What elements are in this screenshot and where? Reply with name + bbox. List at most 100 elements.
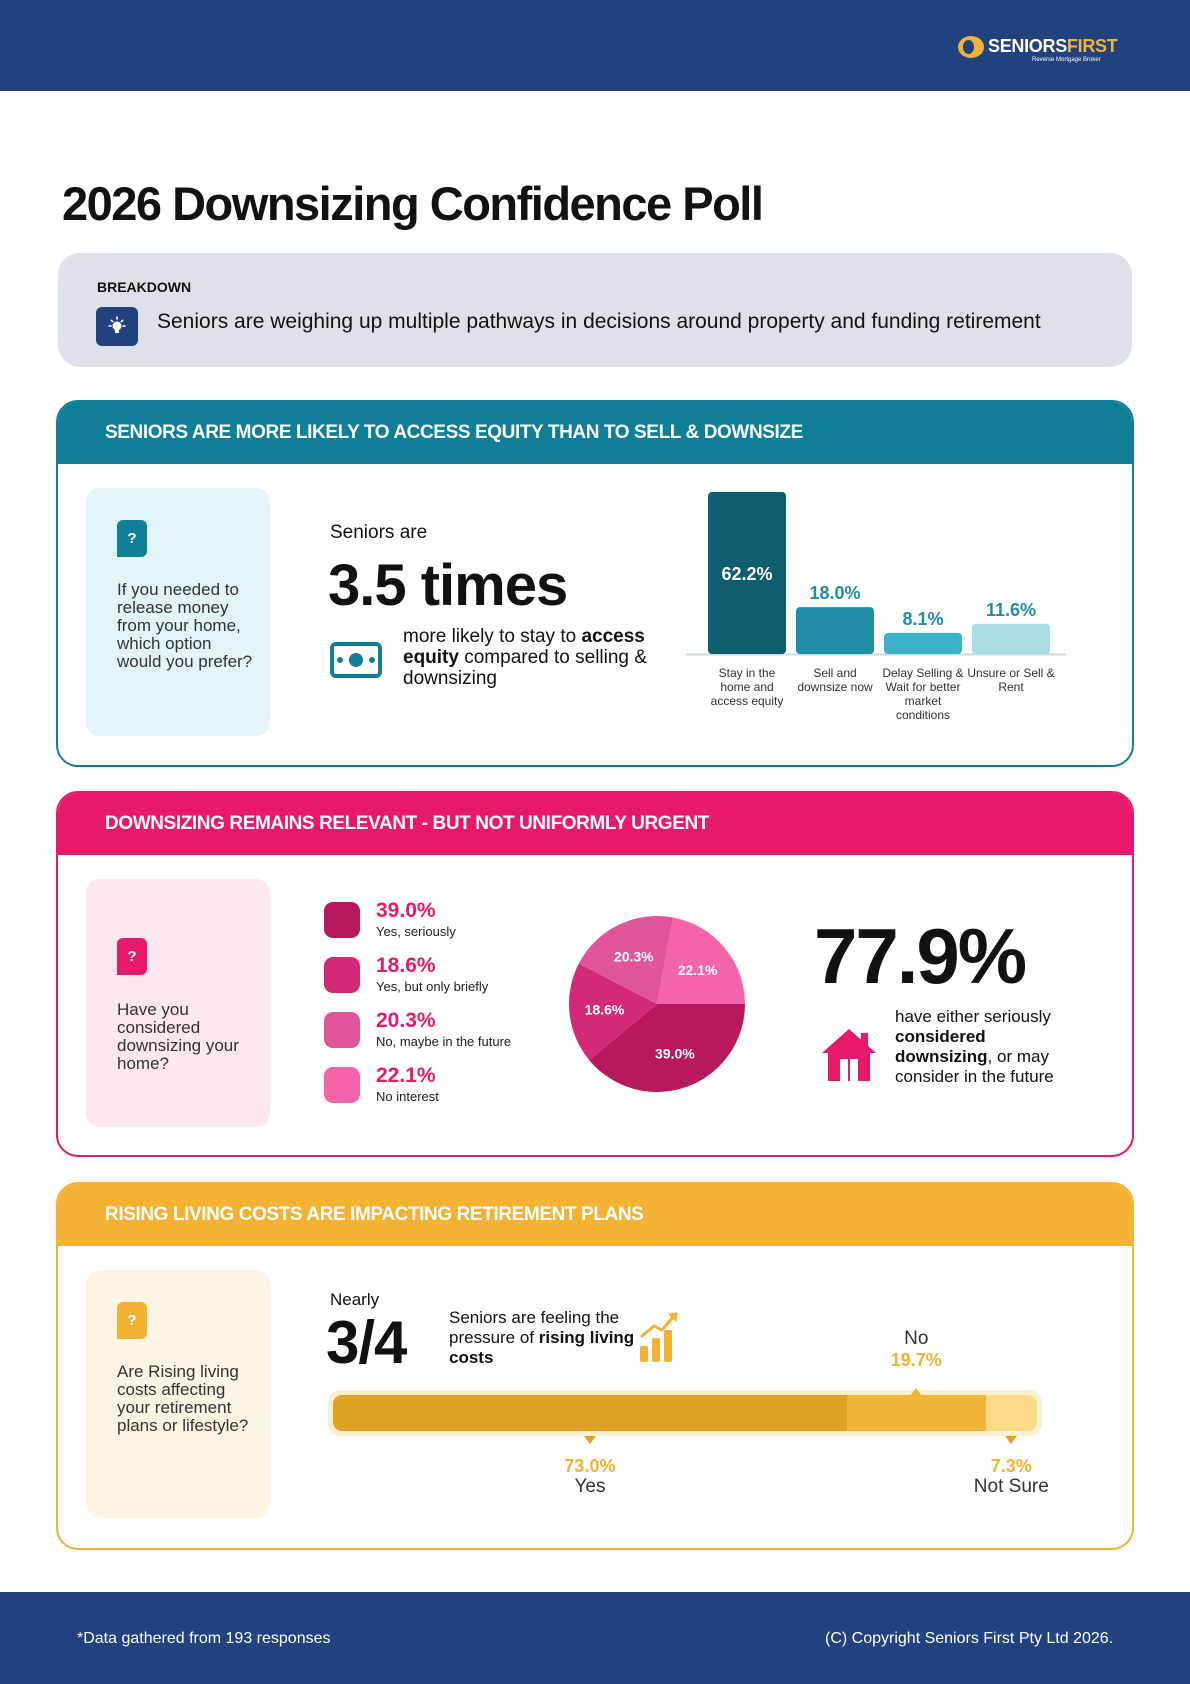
- pie-slice-label: 18.6%: [585, 1002, 625, 1018]
- legend-value: 22.1%: [376, 1064, 436, 1087]
- stat-lead: Seniors are: [330, 522, 428, 543]
- pie-slice-label: 20.3%: [614, 949, 654, 965]
- brand-name-part2: FIRST: [1066, 36, 1118, 56]
- desc-text: have either seriously: [895, 1007, 1051, 1026]
- bar-value-label: 8.1%: [902, 609, 943, 629]
- living-costs-section: RISING LIVING COSTS ARE IMPACTING RETIRE…: [56, 1182, 1134, 1550]
- desc-emphasis: rising living costs: [449, 1328, 635, 1367]
- stat-value: 3/4: [326, 1309, 407, 1376]
- legend-swatch: [324, 902, 360, 938]
- pie-slice-label: 39.0%: [655, 1046, 695, 1062]
- equity-section: SENIORS ARE MORE LIKELY TO ACCESS EQUITY…: [56, 400, 1134, 767]
- copyright: (C) Copyright Seniors First Pty Ltd 2026…: [825, 1630, 1114, 1647]
- progress-segment: [985, 1395, 1037, 1431]
- rising-chart-icon: [638, 1310, 680, 1369]
- stat-description: Seniors are feeling the pressure of risi…: [449, 1308, 639, 1368]
- bar-category-label: Delay Selling & Wait for better market c…: [882, 666, 964, 722]
- legend-value: 18.6%: [376, 954, 436, 977]
- stat-description: have either seriously considered downsiz…: [895, 1007, 1075, 1087]
- header-bar: SENIORSFIRST Reverse Mortgage Broker: [0, 0, 1190, 91]
- brand-name-part1: SENIORS: [988, 36, 1067, 56]
- question-box: ? Have you considered downsizing your ho…: [86, 879, 270, 1127]
- bar: [884, 632, 962, 654]
- question-icon: ?: [117, 1302, 147, 1339]
- bar-category-label: Sell and downsize now: [797, 666, 873, 694]
- downsizing-pie-chart: 39.0% 18.6% 20.3% 22.1%: [569, 916, 745, 1092]
- segment-value-label: 73.0%: [564, 1456, 616, 1476]
- stat-lead: Nearly: [330, 1290, 380, 1309]
- desc-emphasis: considered downsizing: [895, 1027, 988, 1066]
- bar-value-label: 62.2%: [721, 564, 772, 584]
- desc-text: , or may consider in the future: [895, 1047, 1054, 1086]
- section-header: RISING LIVING COSTS ARE IMPACTING RETIRE…: [58, 1184, 1132, 1246]
- progress-track: [328, 1390, 1042, 1436]
- stat-value: 3.5 times: [328, 553, 568, 618]
- question-text: Have you considered downsizing your home…: [117, 1000, 239, 1073]
- breakdown-panel: BREAKDOWN Seniors are weighing up multip…: [58, 253, 1132, 367]
- brand-logo[interactable]: SENIORSFIRST Reverse Mortgage Broker: [958, 34, 1118, 66]
- bar: [796, 607, 874, 654]
- downsizing-section: DOWNSIZING REMAINS RELEVANT - BUT NOT UN…: [56, 791, 1134, 1157]
- brand-tagline: Reverse Mortgage Broker: [1032, 57, 1101, 63]
- section-heading: RISING LIVING COSTS ARE IMPACTING RETIRE…: [105, 1204, 644, 1225]
- pie-slice: [578, 916, 673, 1004]
- desc-text: Seniors are feeling the pressure of: [449, 1308, 620, 1347]
- footer-bar: *Data gathered from 193 responses (C) Co…: [0, 1592, 1190, 1684]
- segment-value-label: 19.7%: [890, 1350, 942, 1370]
- section-header: SENIORS ARE MORE LIKELY TO ACCESS EQUITY…: [58, 402, 1132, 464]
- question-box: ? Are Rising living costs affecting your…: [86, 1270, 270, 1518]
- segment-pointer: [910, 1388, 923, 1396]
- legend-label: No interest: [376, 1089, 439, 1104]
- equity-bar-chart: 62.2% 18.0% 8.1% 11.6%: [686, 492, 1066, 656]
- breakdown-text: Seniors are weighing up multiple pathway…: [157, 310, 1041, 333]
- bar: [708, 492, 786, 654]
- breakdown-label: BREAKDOWN: [97, 279, 192, 295]
- question-text: Are Rising living costs affecting your r…: [117, 1362, 249, 1435]
- legend-item: 18.6% Yes, but only briefly: [324, 954, 544, 1004]
- pie-slice-label: 22.1%: [678, 962, 718, 978]
- bar-category-label: Unsure or Sell & Rent: [967, 666, 1055, 694]
- bar-value-label: 11.6%: [986, 600, 1036, 620]
- legend-swatch: [324, 957, 360, 993]
- stat-description: more likely to stay to access equity com…: [403, 626, 663, 689]
- page-title: 2026 Downsizing Confidence Poll: [62, 177, 764, 230]
- legend-label: Yes, seriously: [376, 924, 456, 939]
- lightbulb-icon: [96, 307, 138, 346]
- legend-label: No, maybe in the future: [376, 1034, 512, 1049]
- legend-item: 22.1% No interest: [324, 1064, 544, 1114]
- question-icon: ?: [117, 520, 147, 557]
- data-note: *Data gathered from 193 responses: [77, 1630, 331, 1647]
- house-icon: [820, 1025, 878, 1088]
- desc-emphasis: access equity: [403, 626, 645, 668]
- logo-icon: [958, 36, 984, 58]
- question-text: If you needed to release money from your…: [117, 580, 253, 671]
- segment-category-label: Yes: [574, 1476, 606, 1497]
- progress-segment: [846, 1395, 986, 1431]
- segment-category-label: Not Sure: [973, 1476, 1049, 1497]
- section-header: DOWNSIZING REMAINS RELEVANT - BUT NOT UN…: [58, 793, 1132, 855]
- bar-value-label: 18.0%: [809, 583, 860, 603]
- stacked-progress-bar: [333, 1395, 1037, 1431]
- legend-value: 20.3%: [376, 1009, 436, 1032]
- legend-swatch: [324, 1067, 360, 1103]
- segment-value-label: 7.3%: [990, 1456, 1032, 1476]
- legend-label: Yes, but only briefly: [376, 979, 489, 994]
- bar: [972, 623, 1050, 654]
- legend-item: 39.0% Yes, seriously: [324, 899, 544, 949]
- desc-text: compared to selling & downsizing: [403, 647, 647, 689]
- question-box: ? If you needed to release money from yo…: [86, 488, 270, 736]
- pie-slice: [589, 1004, 745, 1092]
- section-heading: DOWNSIZING REMAINS RELEVANT - BUT NOT UN…: [105, 813, 709, 834]
- segment-pointer: [1005, 1436, 1018, 1444]
- pie-slice: [657, 917, 745, 1004]
- stat-value: 77.9%: [814, 912, 1027, 1000]
- desc-text: more likely to stay to: [403, 626, 577, 647]
- segment-pointer: [583, 1436, 596, 1444]
- legend-swatch: [324, 1012, 360, 1048]
- legend-value: 39.0%: [376, 899, 436, 922]
- section-heading: SENIORS ARE MORE LIKELY TO ACCESS EQUITY…: [105, 422, 803, 443]
- segment-category-label: No: [904, 1328, 929, 1349]
- question-icon: ?: [117, 938, 147, 975]
- bar-category-label: Stay in the home and access equity: [710, 666, 784, 708]
- pie-slice: [569, 963, 657, 1061]
